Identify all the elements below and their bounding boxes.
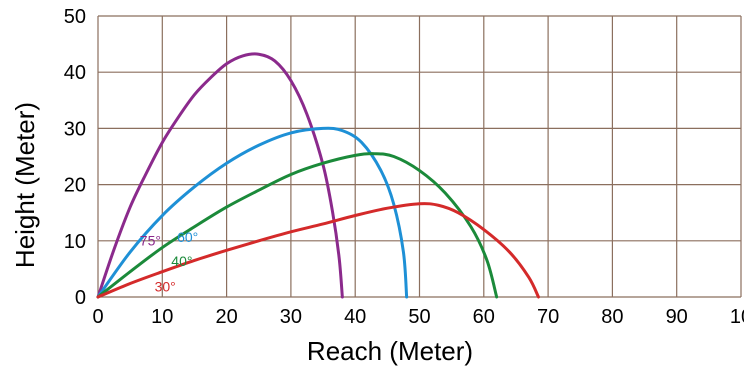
x-tick-label: 0 (92, 306, 103, 328)
x-axis-ticks: 0 10 20 30 40 50 60 70 80 90 10 (92, 306, 744, 328)
series-label-0: 75° (140, 232, 161, 248)
x-tick-label: 80 (601, 306, 623, 328)
x-axis-label: Reach (Meter) (307, 336, 473, 366)
grid (97, 15, 742, 298)
series-label-2: 40° (171, 253, 192, 269)
x-tick-label: 40 (344, 306, 366, 328)
series-line-1 (96, 126, 409, 299)
y-tick-label: 50 (64, 6, 86, 28)
x-tick-label: 50 (408, 306, 430, 328)
angle-labels: 75° 60° 40° 30° (140, 229, 198, 294)
x-tick-label: 90 (666, 306, 688, 328)
y-tick-label: 20 (64, 175, 86, 197)
x-tick-label: 10 (151, 306, 173, 328)
y-axis-label: Height (Meter) (10, 102, 40, 268)
x-tick-label: 60 (473, 306, 495, 328)
y-axis-ticks: 0 10 20 30 40 50 (64, 6, 86, 309)
series-label-1: 60° (177, 229, 198, 245)
y-tick-label: 30 (64, 118, 86, 140)
x-tick-label: 30 (280, 306, 302, 328)
x-tick-label: 70 (537, 306, 559, 328)
y-tick-label: 40 (64, 62, 86, 84)
series-label-3: 30° (155, 278, 176, 294)
series-line-0 (96, 52, 344, 299)
series-line-2 (96, 152, 499, 299)
x-tick-label: 10 (730, 306, 744, 328)
y-tick-label: 10 (64, 231, 86, 253)
series-line-3 (96, 202, 540, 299)
y-tick-label: 0 (75, 287, 86, 309)
series-group (96, 52, 540, 299)
x-tick-label: 20 (215, 306, 237, 328)
